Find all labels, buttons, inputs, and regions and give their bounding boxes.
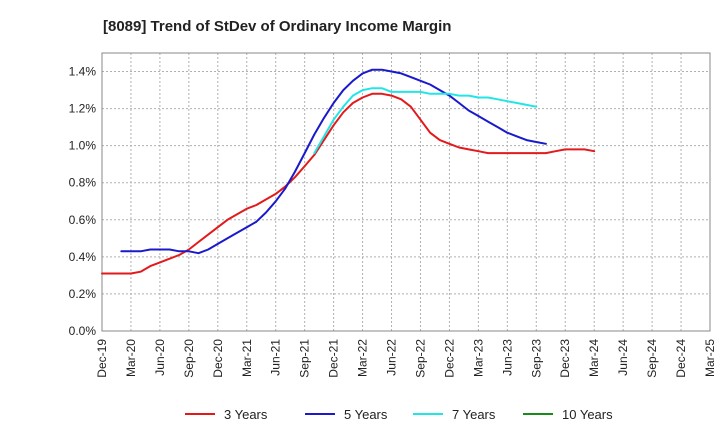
x-tick-label: Sep-20 (182, 339, 196, 378)
x-tick-label: Jun-20 (153, 339, 167, 376)
y-tick-label: 0.6% (69, 213, 97, 227)
x-tick-label: Mar-24 (587, 339, 601, 377)
legend-label-5-years: 5 Years (344, 407, 388, 422)
x-tick-label: Mar-23 (471, 339, 485, 377)
x-tick-label: Jun-23 (500, 339, 514, 376)
legend-label-3-years: 3 Years (224, 407, 268, 422)
y-tick-label: 1.2% (69, 102, 97, 116)
x-tick-label: Jun-24 (616, 339, 630, 376)
plot-area (102, 53, 710, 331)
x-tick-label: Dec-19 (95, 339, 109, 378)
x-tick-label: Mar-21 (240, 339, 254, 377)
y-tick-label: 0.0% (69, 324, 97, 338)
x-axis-tick-labels: Dec-19 Mar-20 Jun-20 Sep-20 Dec-20 Mar-21 Jun-… (95, 339, 717, 378)
y-axis-tick-labels: 0.0% 0.2% 0.4% 0.6% 0.8% 1.0% 1.2% 1.4% (69, 65, 97, 338)
legend: 3 Years 5 Years 7 Years 10 Years (185, 407, 613, 422)
series-line-5-years (120, 68, 547, 255)
chart-title: [8089] Trend of StDev of Ordinary Income… (103, 18, 451, 35)
x-tick-label: Dec-21 (327, 339, 341, 378)
legend-label-10-years: 10 Years (562, 407, 613, 422)
y-tick-label: 1.4% (69, 65, 97, 79)
series-lines (101, 68, 596, 275)
x-tick-label: Jun-22 (385, 339, 399, 376)
x-tick-label: Mar-20 (124, 339, 138, 377)
x-tick-label: Dec-20 (211, 339, 225, 378)
x-tick-label: Sep-24 (645, 339, 659, 378)
y-tick-label: 0.2% (69, 287, 97, 301)
y-tick-label: 0.4% (69, 250, 97, 264)
series-line-7-years (313, 87, 538, 155)
x-tick-label: Dec-23 (558, 339, 572, 378)
plot-frame (101, 52, 711, 332)
x-tick-label: Mar-22 (356, 339, 370, 377)
y-tick-label: 0.8% (69, 176, 97, 190)
x-tick-label: Sep-22 (413, 339, 427, 378)
x-tick-label: Dec-24 (674, 339, 688, 378)
x-tick-label: Jun-21 (269, 339, 283, 376)
y-tick-label: 1.0% (69, 139, 97, 153)
x-tick-label: Sep-21 (298, 339, 312, 378)
x-tick-label: Mar-25 (703, 339, 717, 377)
x-tick-label: Sep-23 (529, 339, 543, 378)
legend-label-7-years: 7 Years (452, 407, 496, 422)
x-tick-label: Dec-22 (442, 339, 456, 378)
axes (101, 52, 711, 332)
grid-lines (102, 53, 710, 331)
